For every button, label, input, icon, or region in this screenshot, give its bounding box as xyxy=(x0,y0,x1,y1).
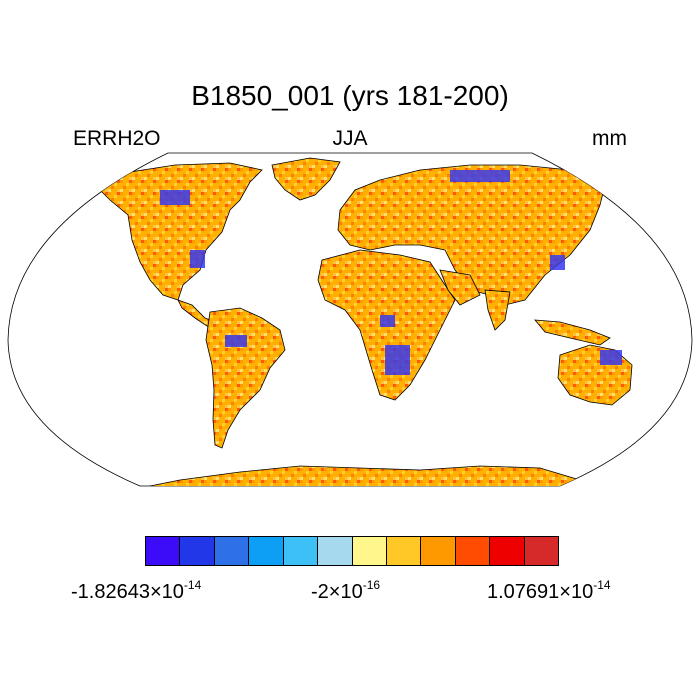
india xyxy=(484,289,511,331)
colorbar-swatch xyxy=(180,537,215,565)
colorbar xyxy=(145,536,559,566)
anomaly-patch xyxy=(160,190,190,205)
greenland xyxy=(271,157,341,201)
colorbar-max-label: 1.07691×10-14 xyxy=(487,578,611,603)
colorbar-swatch xyxy=(455,537,491,565)
anomaly-patch xyxy=(600,350,622,365)
units-label: mm xyxy=(592,127,627,150)
colorbar-swatch xyxy=(214,537,250,565)
indonesia xyxy=(534,319,611,346)
colorbar-mid-label: -2×10-16 xyxy=(311,578,381,603)
antarctica xyxy=(119,465,602,486)
anomaly-patch xyxy=(380,315,395,327)
anomaly-patch xyxy=(385,345,410,375)
colorbar-min-label: -1.82643×10-14 xyxy=(71,578,202,603)
colorbar-swatch xyxy=(352,537,387,565)
anomaly-patch xyxy=(225,335,247,347)
colorbar-swatch xyxy=(386,537,422,565)
anomaly-patch xyxy=(450,170,510,182)
colorbar-swatch xyxy=(318,537,353,565)
arabia xyxy=(439,269,481,306)
eurasia xyxy=(337,164,606,306)
colorbar-swatch xyxy=(490,537,525,565)
plot-title: B1850_001 (yrs 181-200) xyxy=(191,80,509,111)
variable-label: ERRH2O xyxy=(73,127,161,150)
colorbar-swatch xyxy=(249,537,284,565)
colorbar-swatch xyxy=(283,537,319,565)
colorbar-swatch xyxy=(421,537,456,565)
colorbar-swatch xyxy=(146,537,181,565)
anomaly-patch xyxy=(550,255,565,270)
anomaly-patch xyxy=(190,250,205,268)
colorbar-swatch xyxy=(524,537,559,565)
season-label: JJA xyxy=(332,127,368,150)
